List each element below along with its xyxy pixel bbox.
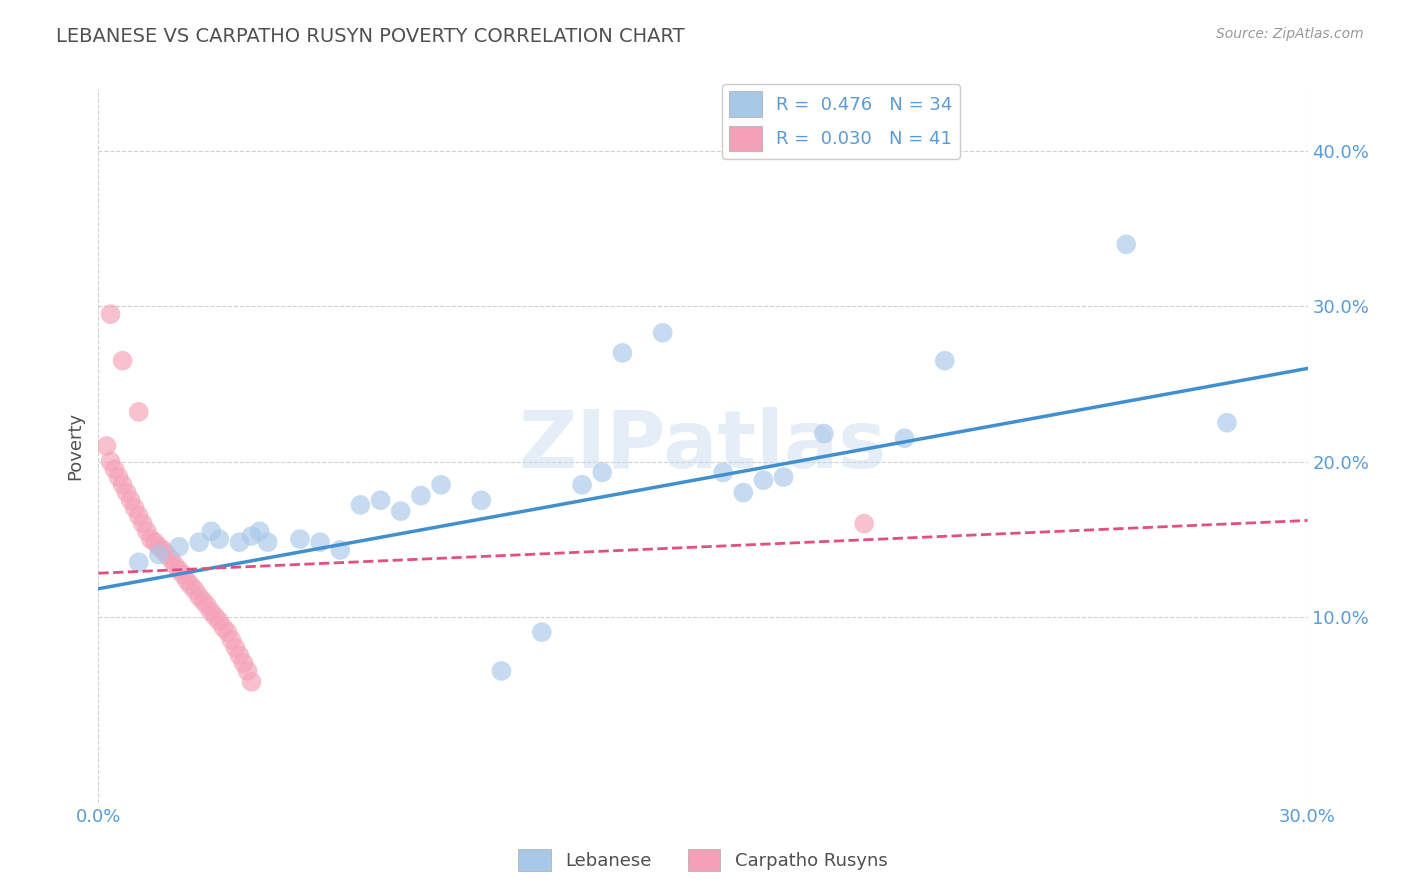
Point [143, 535, 166, 549]
Point [135, 524, 157, 539]
Point [128, 508, 150, 523]
Point [711, 466, 734, 480]
Point [204, 609, 226, 624]
Point [111, 477, 134, 491]
Point [1115, 237, 1137, 252]
Point [813, 426, 835, 441]
Point [228, 535, 250, 549]
Y-axis label: Poverty: Poverty [66, 412, 84, 480]
Point [139, 532, 162, 546]
Point [200, 524, 222, 539]
Point [128, 405, 150, 419]
Point [733, 485, 755, 500]
Point [491, 664, 513, 678]
Point [160, 552, 183, 566]
Point [111, 353, 134, 368]
Point [156, 548, 179, 562]
Point [228, 648, 250, 663]
Point [370, 493, 392, 508]
Point [176, 574, 198, 588]
Point [167, 563, 190, 577]
Point [224, 640, 246, 655]
Point [1216, 416, 1239, 430]
Point [240, 674, 263, 689]
Point [470, 493, 492, 508]
Point [430, 477, 453, 491]
Point [180, 579, 202, 593]
Point [612, 346, 634, 360]
Point [329, 543, 352, 558]
Point [195, 599, 218, 613]
Point [100, 454, 122, 468]
Point [409, 489, 432, 503]
Point [236, 664, 259, 678]
Point [772, 470, 794, 484]
Point [128, 555, 150, 569]
Point [309, 535, 332, 549]
Point [184, 583, 207, 598]
Point [120, 493, 142, 508]
Point [172, 567, 194, 582]
Point [389, 504, 412, 518]
Point [148, 540, 170, 554]
Point [148, 548, 170, 562]
Point [651, 326, 673, 340]
Point [208, 615, 231, 629]
Point [240, 529, 263, 543]
Point [934, 353, 956, 368]
Text: ZIPatlas: ZIPatlas [519, 407, 887, 485]
Point [217, 625, 239, 640]
Text: Source: ZipAtlas.com: Source: ZipAtlas.com [1216, 27, 1364, 41]
Point [167, 540, 190, 554]
Point [752, 473, 775, 487]
Point [256, 535, 278, 549]
Point [221, 632, 243, 647]
Legend: R =  0.476   N = 34, R =  0.030   N = 41: R = 0.476 N = 34, R = 0.030 N = 41 [723, 84, 960, 159]
Point [163, 558, 186, 573]
Point [100, 307, 122, 321]
Point [530, 625, 553, 640]
Point [853, 516, 876, 531]
Legend: Lebanese, Carpatho Rusyns: Lebanese, Carpatho Rusyns [512, 842, 894, 879]
Point [132, 516, 155, 531]
Point [115, 485, 138, 500]
Point [232, 656, 254, 670]
Point [188, 535, 211, 549]
Point [249, 524, 271, 539]
Point [200, 605, 222, 619]
Point [152, 543, 174, 558]
Point [288, 532, 311, 546]
Point [107, 470, 129, 484]
Point [188, 590, 211, 604]
Point [591, 466, 613, 480]
Point [208, 532, 231, 546]
Text: LEBANESE VS CARPATHO RUSYN POVERTY CORRELATION CHART: LEBANESE VS CARPATHO RUSYN POVERTY CORRE… [56, 27, 685, 45]
Point [124, 501, 146, 516]
Point [96, 439, 118, 453]
Point [349, 498, 371, 512]
Point [571, 477, 593, 491]
Point [893, 431, 915, 445]
Point [103, 462, 125, 476]
Point [193, 594, 215, 608]
Point [212, 620, 235, 634]
